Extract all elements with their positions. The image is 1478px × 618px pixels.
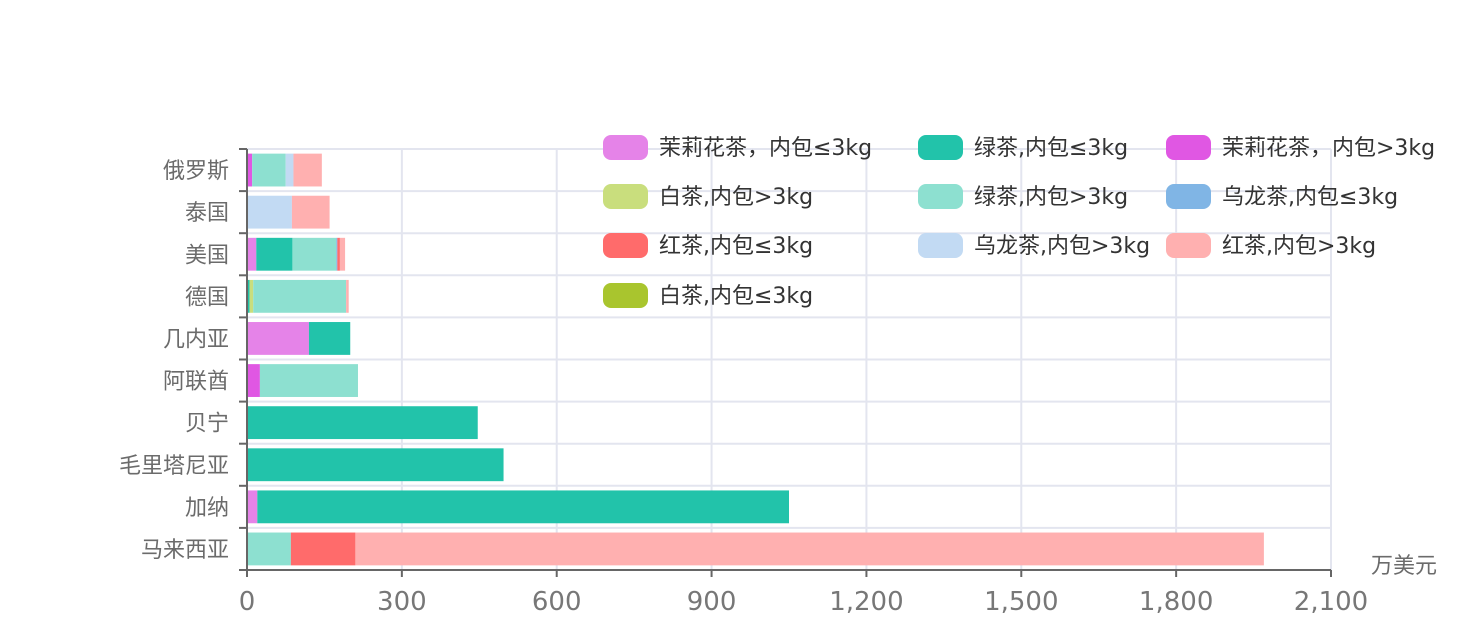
bar-segment (247, 153, 253, 187)
legend-label: 红茶,内包>3kg (1222, 234, 1376, 259)
bar-segment (346, 279, 349, 313)
unit-label: 万美元 (1371, 554, 1437, 579)
legend-label: 红茶,内包≤3kg (659, 234, 813, 259)
x-tick-label: 0 (239, 587, 256, 617)
legend-label: 乌龙茶,内包>3kg (974, 234, 1150, 259)
legend-item[interactable]: 茉莉花茶，内包>3kg (1166, 135, 1435, 161)
bar-segment (247, 237, 257, 271)
bar-segment (259, 364, 358, 397)
bar-segment (291, 195, 330, 229)
bar-segment (285, 153, 294, 187)
legend-swatch (1166, 135, 1211, 160)
bar-segment (290, 532, 356, 566)
x-tick-labels: 0 300 600 900 1,200 1,500 1,800 2,100 (239, 587, 1368, 617)
legend-item[interactable]: 白茶,内包>3kg (603, 184, 813, 210)
bar-segment (253, 279, 347, 313)
x-tick-label: 1,200 (829, 587, 903, 617)
category-label: 俄罗斯 (163, 159, 229, 184)
category-label: 加纳 (185, 496, 229, 521)
category-label: 马来西亚 (141, 538, 229, 563)
x-tick-label: 2,100 (1294, 587, 1368, 617)
x-tick-label: 600 (532, 587, 582, 617)
bar-segment (339, 237, 346, 271)
category-label: 阿联酋 (163, 370, 229, 395)
legend-swatch (918, 184, 963, 209)
legend: 茉莉花茶，内包≤3kg 绿茶,内包≤3kg 茉莉花茶，内包>3kg 白茶,内包>3kg… (603, 135, 1435, 309)
legend-label: 白茶,内包≤3kg (659, 284, 813, 309)
x-tick-label: 1,500 (984, 587, 1058, 617)
legend-item[interactable]: 红茶,内包>3kg (1166, 233, 1376, 259)
x-tick-label: 1,800 (1139, 587, 1213, 617)
legend-item[interactable]: 白茶,内包≤3kg (603, 283, 813, 309)
legend-swatch (603, 233, 648, 258)
bar-segment (337, 237, 340, 271)
legend-swatch (918, 135, 963, 160)
legend-label: 绿茶,内包≤3kg (974, 136, 1128, 161)
bar-segment (256, 237, 293, 271)
bar-segment (293, 153, 322, 187)
bar-segment (247, 279, 250, 313)
legend-swatch (918, 233, 963, 258)
bar-segment (336, 237, 338, 271)
legend-item[interactable]: 绿茶,内包>3kg (918, 184, 1128, 210)
axes (239, 148, 1332, 577)
bar-segment (247, 406, 478, 440)
bars (247, 153, 1264, 566)
legend-item[interactable]: 乌龙茶,内包≤3kg (1166, 184, 1398, 210)
legend-item[interactable]: 乌龙茶,内包>3kg (918, 233, 1150, 259)
legend-label: 乌龙茶,内包≤3kg (1222, 185, 1398, 210)
bar-segment (247, 195, 292, 229)
legend-item[interactable]: 茉莉花茶，内包≤3kg (603, 135, 872, 161)
category-label: 毛里塔尼亚 (119, 454, 229, 479)
x-tick-label: 900 (687, 587, 737, 617)
x-tick-label: 300 (377, 587, 427, 617)
legend-label: 茉莉花茶，内包>3kg (1222, 136, 1435, 161)
bar-segment (247, 490, 258, 524)
bar-segment (292, 237, 337, 271)
legend-label: 绿茶,内包>3kg (974, 185, 1128, 210)
bar-segment (247, 364, 260, 397)
legend-swatch (603, 135, 648, 160)
category-label: 美国 (185, 243, 229, 268)
legend-item[interactable]: 绿茶,内包≤3kg (918, 135, 1128, 161)
bar-segment (247, 532, 291, 566)
bar-segment (249, 279, 254, 313)
bar-segment (247, 322, 309, 355)
bar-segment (247, 448, 504, 482)
category-label: 德国 (185, 285, 229, 310)
bar-segment (257, 490, 789, 524)
bar-segment (252, 153, 286, 187)
category-label: 几内亚 (163, 327, 229, 352)
category-labels: 马来西亚 加纳 毛里塔尼亚 贝宁 阿联酋 几内亚 德国 美国 泰国 俄罗斯 (119, 159, 229, 563)
category-label: 泰国 (185, 201, 229, 226)
legend-swatch (1166, 184, 1211, 209)
grid-lines (247, 148, 1332, 570)
bar-segment (308, 322, 351, 355)
legend-item[interactable]: 红茶,内包≤3kg (603, 233, 813, 259)
category-label: 贝宁 (185, 412, 229, 437)
bar-segment (355, 532, 1264, 566)
legend-label: 白茶,内包>3kg (659, 185, 813, 210)
legend-swatch (603, 184, 648, 209)
legend-swatch (603, 283, 648, 308)
legend-label: 茉莉花茶，内包≤3kg (659, 136, 872, 161)
legend-swatch (1166, 233, 1211, 258)
